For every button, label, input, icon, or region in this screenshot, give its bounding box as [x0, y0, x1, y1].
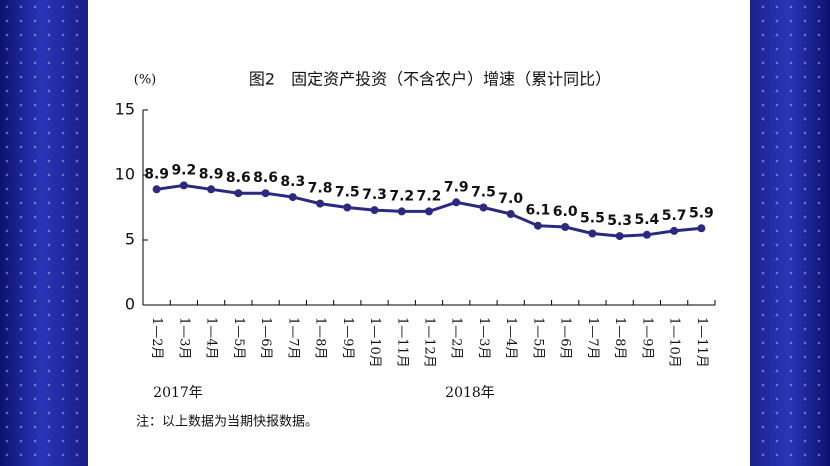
x-tick-label: 1—6月 [558, 317, 573, 360]
data-label: 8.3 [280, 174, 305, 190]
marker [642, 230, 651, 239]
marker [452, 198, 461, 207]
data-label: 7.3 [362, 187, 387, 203]
marker [261, 189, 270, 198]
y-tick-label: 5 [125, 230, 135, 249]
data-label: 6.0 [553, 204, 578, 220]
data-label: 7.8 [308, 181, 333, 197]
x-tick-label: 1—6月 [258, 317, 273, 360]
marker [425, 207, 433, 216]
x-tick-label: 1—3月 [176, 317, 191, 360]
year-label: 2018年 [445, 385, 495, 401]
data-label: 5.7 [662, 208, 687, 224]
marker [670, 226, 679, 235]
y-tick-label: 10 [115, 165, 135, 184]
marker [479, 203, 488, 212]
year-label: 2017年 [153, 385, 203, 401]
note: 注：以上数据为当期快报数据。 [136, 415, 318, 430]
y-tick-label: 15 [115, 100, 135, 119]
data-label: 6.1 [526, 203, 551, 219]
data-label: 7.5 [471, 185, 496, 201]
x-tick-label: 1—11月 [694, 317, 709, 368]
marker [615, 232, 624, 241]
x-tick-label: 1—4月 [204, 317, 219, 360]
marker [697, 224, 706, 233]
marker [533, 221, 542, 230]
x-tick-label: 1—5月 [530, 317, 545, 360]
data-label: 7.2 [389, 188, 414, 204]
data-label: 5.4 [634, 212, 659, 228]
chart-title: 图2 固定资产投资（不含农户）增速（累计同比） [249, 70, 611, 89]
data-label: 5.9 [689, 205, 714, 221]
x-tick-label: 1—10月 [367, 317, 382, 368]
x-tick-label: 1—9月 [340, 317, 355, 360]
data-label: 9.2 [171, 162, 196, 178]
marker [397, 207, 406, 216]
data-label: 7.5 [335, 185, 360, 201]
marker [316, 199, 325, 208]
marker [588, 229, 597, 238]
data-label: 5.3 [607, 213, 632, 229]
data-label: 8.9 [144, 166, 169, 182]
y-unit: (%) [134, 73, 157, 88]
y-tick-label: 0 [125, 295, 135, 314]
x-tick-label: 1—10月 [667, 317, 682, 368]
marker [288, 193, 297, 202]
x-tick-label: 1—8月 [313, 317, 328, 360]
x-tick-label: 1—12月 [422, 317, 437, 368]
chart-panel [88, 0, 750, 466]
marker [179, 181, 188, 190]
marker [234, 189, 243, 198]
x-tick-label: 1—9月 [639, 317, 654, 360]
x-tick-label: 1—7月 [585, 317, 600, 360]
x-tick-label: 1—2月 [449, 317, 464, 360]
marker [561, 223, 570, 231]
x-tick-label: 1—8月 [612, 317, 627, 360]
x-tick-label: 1—2月 [149, 317, 164, 360]
data-label: 8.9 [199, 166, 224, 182]
marker [506, 210, 515, 218]
data-label: 7.2 [417, 188, 442, 204]
x-tick-label: 1—7月 [285, 317, 300, 360]
x-tick-label: 1—5月 [231, 317, 246, 360]
data-label: 8.6 [226, 170, 251, 186]
data-label: 8.6 [253, 170, 278, 186]
marker [152, 185, 161, 194]
marker [207, 185, 216, 194]
x-tick-label: 1—4月 [503, 317, 518, 360]
marker [370, 206, 379, 215]
marker [343, 203, 352, 212]
x-tick-label: 1—11月 [394, 317, 409, 368]
data-label: 7.9 [444, 179, 469, 195]
x-tick-label: 1—3月 [476, 317, 491, 360]
data-label: 7.0 [498, 191, 523, 207]
data-label: 5.5 [580, 211, 605, 227]
